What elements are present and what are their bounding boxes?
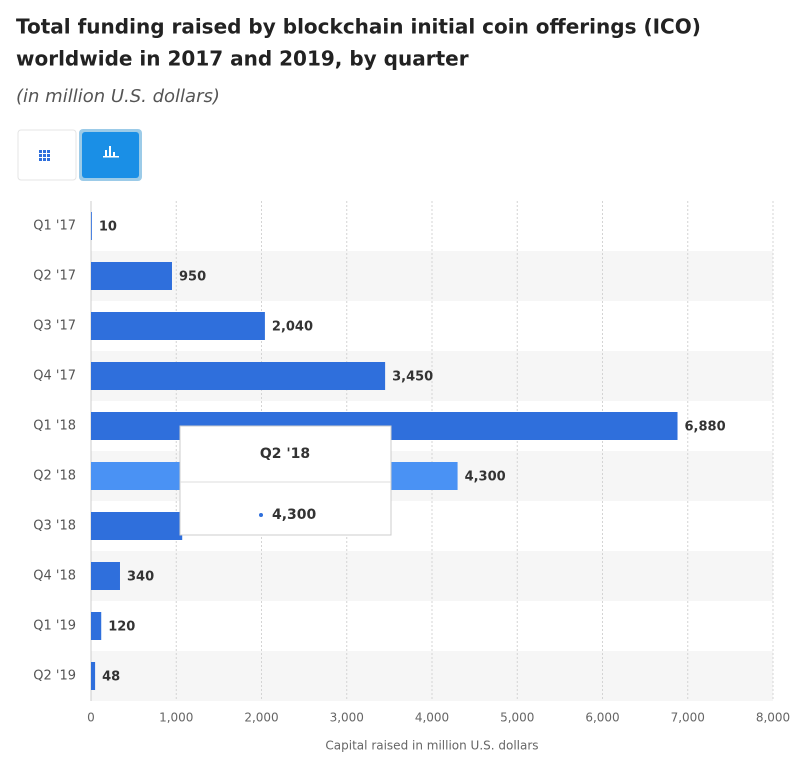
row-band <box>91 251 773 301</box>
y-tick-label: Q1 '18 <box>33 419 76 434</box>
value-label: 48 <box>102 670 120 685</box>
bar <box>91 512 183 540</box>
tooltip-title: Q2 '18 <box>260 446 310 462</box>
x-tick-label: 3,000 <box>330 711 364 725</box>
y-tick-label: Q4 '17 <box>33 369 76 384</box>
bar <box>91 212 92 240</box>
bar <box>91 312 265 340</box>
row-band <box>91 651 773 701</box>
value-label: 950 <box>179 270 206 285</box>
tooltip: Q2 '18 4,300 <box>179 425 392 536</box>
tooltip-box <box>179 425 392 536</box>
chart-subtitle: (in million U.S. dollars) <box>16 86 220 107</box>
x-tick-label: 0 <box>87 711 95 725</box>
y-tick-label: Q2 '17 <box>33 269 76 284</box>
chart-title: worldwide in 2017 and 2019, by quarter <box>16 47 469 71</box>
bar <box>91 362 386 390</box>
y-tick-label: Q2 '18 <box>33 469 76 484</box>
y-tick-label: Q1 '17 <box>33 219 76 234</box>
x-tick-label: 1,000 <box>159 711 193 725</box>
y-tick-label: Q2 '19 <box>33 669 76 684</box>
bar <box>91 612 102 640</box>
x-tick-label: 2,000 <box>244 711 278 725</box>
x-tick-label: 5,000 <box>500 711 534 725</box>
y-tick-label: Q1 '19 <box>33 619 76 634</box>
value-label: 340 <box>127 570 154 585</box>
x-tick-label: 4,000 <box>415 711 449 725</box>
chart-view-button[interactable] <box>79 129 142 181</box>
value-label: 6,880 <box>685 420 726 435</box>
y-tick-label: Q3 '17 <box>33 319 76 334</box>
bar <box>91 662 96 690</box>
row-band <box>91 551 773 601</box>
y-tick-label: Q4 '18 <box>33 569 76 584</box>
table-view-button[interactable] <box>17 129 77 181</box>
chart-title: Total funding raised by blockchain initi… <box>16 15 701 39</box>
tooltip-dot <box>259 513 263 517</box>
x-tick-label: 8,000 <box>756 711 790 725</box>
bar <box>91 262 172 290</box>
value-label: 10 <box>99 220 117 235</box>
bar <box>91 562 120 590</box>
value-label: 4,300 <box>465 470 506 485</box>
value-label: 2,040 <box>272 320 313 335</box>
y-tick-label: Q3 '18 <box>33 519 76 534</box>
x-tick-label: 6,000 <box>585 711 619 725</box>
value-label: 3,450 <box>392 370 433 385</box>
tooltip-value: 4,300 <box>272 507 317 523</box>
value-label: 120 <box>108 620 135 635</box>
x-tick-label: 7,000 <box>671 711 705 725</box>
x-axis-label: Capital raised in million U.S. dollars <box>325 739 538 753</box>
